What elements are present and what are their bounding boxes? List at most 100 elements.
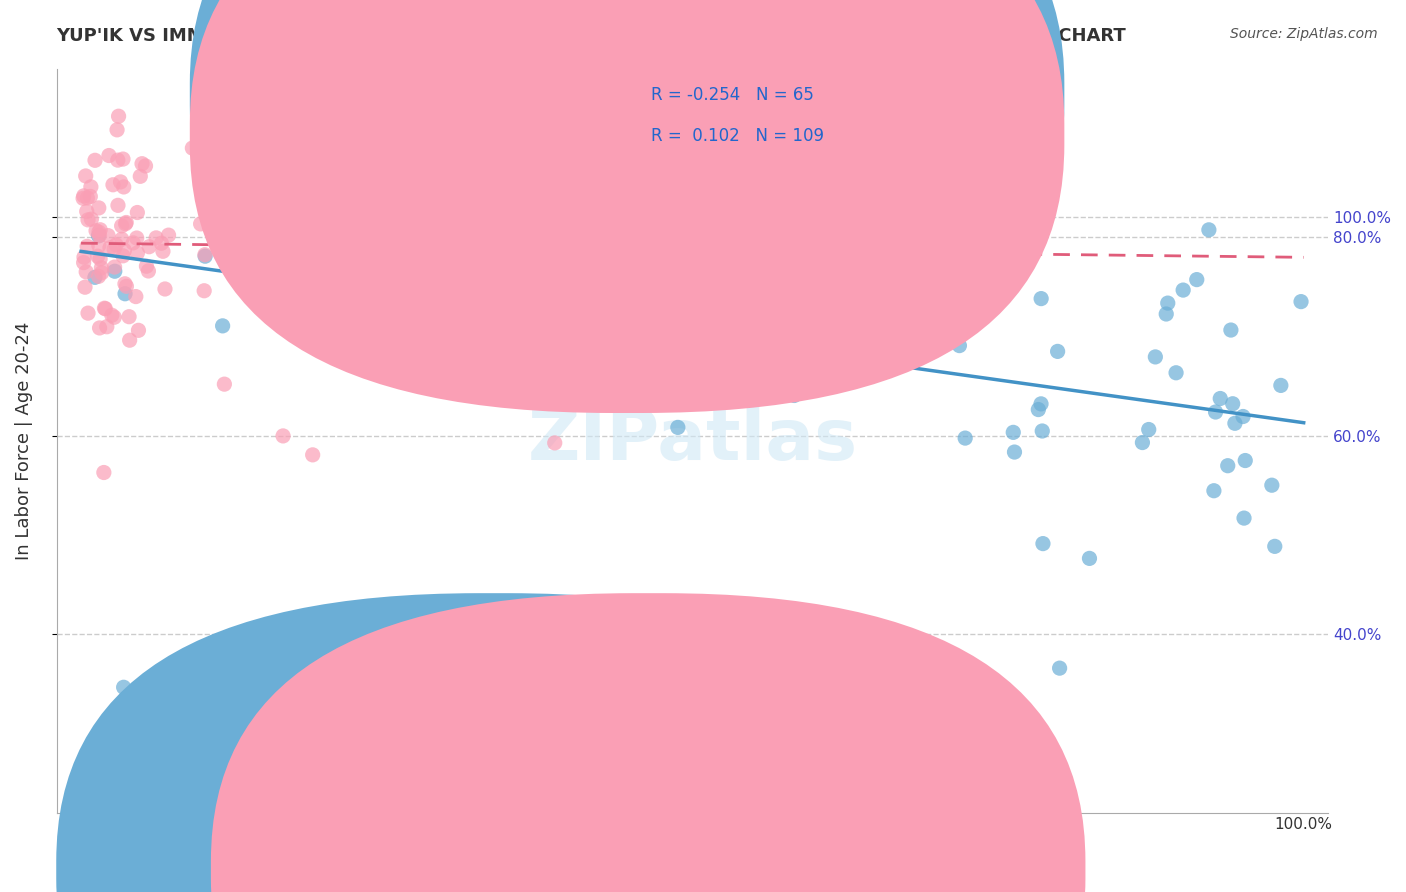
Yup'ik [329, 160, 352, 174]
Immigrants from Trinidad and Tobago [94, 301, 117, 316]
Immigrants from Trinidad and Tobago [89, 228, 111, 243]
Immigrants from Trinidad and Tobago [111, 249, 134, 263]
Immigrants from Trinidad and Tobago [103, 310, 125, 325]
Text: Immigrants from Trinidad and Tobago: Immigrants from Trinidad and Tobago [717, 861, 1026, 879]
Immigrants from Trinidad and Tobago [93, 466, 115, 480]
Immigrants from Trinidad and Tobago [134, 159, 156, 173]
Yup'ik [211, 318, 233, 333]
Yup'ik [870, 352, 893, 367]
Immigrants from Trinidad and Tobago [194, 248, 217, 262]
Immigrants from Trinidad and Tobago [531, 337, 554, 351]
Yup'ik [1132, 435, 1154, 450]
Yup'ik [783, 388, 806, 402]
Immigrants from Trinidad and Tobago [477, 155, 499, 169]
Immigrants from Trinidad and Tobago [73, 280, 96, 294]
Immigrants from Trinidad and Tobago [97, 148, 120, 162]
Text: Source: ZipAtlas.com: Source: ZipAtlas.com [1230, 27, 1378, 41]
Yup'ik [84, 270, 107, 285]
Text: R = -0.254   N = 65: R = -0.254 N = 65 [651, 87, 814, 104]
Yup'ik [1144, 350, 1167, 364]
Immigrants from Trinidad and Tobago [111, 152, 134, 166]
Immigrants from Trinidad and Tobago [87, 238, 110, 252]
Immigrants from Trinidad and Tobago [87, 225, 110, 239]
Immigrants from Trinidad and Tobago [89, 252, 111, 266]
Immigrants from Trinidad and Tobago [84, 153, 107, 168]
Immigrants from Trinidad and Tobago [129, 169, 152, 184]
Yup'ik [1137, 423, 1160, 437]
Yup'ik [412, 621, 434, 635]
Yup'ik [1004, 445, 1026, 459]
Immigrants from Trinidad and Tobago [181, 141, 204, 155]
Immigrants from Trinidad and Tobago [125, 231, 148, 245]
Immigrants from Trinidad and Tobago [576, 119, 599, 133]
Immigrants from Trinidad and Tobago [586, 257, 609, 271]
Yup'ik [1234, 453, 1257, 467]
Immigrants from Trinidad and Tobago [269, 235, 291, 250]
Immigrants from Trinidad and Tobago [75, 265, 97, 279]
Yup'ik [1223, 417, 1246, 431]
Immigrants from Trinidad and Tobago [150, 236, 173, 251]
Immigrants from Trinidad and Tobago [111, 219, 134, 233]
Yup'ik [824, 292, 846, 306]
Immigrants from Trinidad and Tobago [325, 219, 347, 233]
Yup'ik [1264, 540, 1286, 554]
Immigrants from Trinidad and Tobago [101, 308, 124, 322]
Immigrants from Trinidad and Tobago [89, 223, 111, 237]
Immigrants from Trinidad and Tobago [127, 205, 149, 219]
Immigrants from Trinidad and Tobago [107, 198, 129, 212]
Immigrants from Trinidad and Tobago [157, 228, 180, 243]
Yup'ik [1222, 397, 1244, 411]
Immigrants from Trinidad and Tobago [76, 204, 98, 219]
Yup'ik [1046, 344, 1069, 359]
Immigrants from Trinidad and Tobago [90, 266, 112, 280]
Yup'ik [1233, 511, 1256, 525]
Yup'ik [1031, 424, 1053, 438]
Immigrants from Trinidad and Tobago [654, 390, 676, 404]
Yup'ik [495, 133, 517, 147]
Immigrants from Trinidad and Tobago [122, 235, 145, 250]
Immigrants from Trinidad and Tobago [544, 436, 567, 450]
Immigrants from Trinidad and Tobago [260, 172, 283, 186]
Yup'ik [219, 134, 242, 148]
Yup'ik [1031, 292, 1053, 306]
Immigrants from Trinidad and Tobago [329, 270, 352, 285]
Text: R =  0.102   N = 109: R = 0.102 N = 109 [651, 127, 824, 145]
Immigrants from Trinidad and Tobago [73, 189, 96, 203]
Immigrants from Trinidad and Tobago [214, 377, 236, 392]
Yup'ik [754, 355, 776, 369]
Immigrants from Trinidad and Tobago [271, 429, 294, 443]
Immigrants from Trinidad and Tobago [87, 201, 110, 215]
Yup'ik [112, 680, 135, 694]
Immigrants from Trinidad and Tobago [112, 180, 135, 194]
Immigrants from Trinidad and Tobago [301, 448, 323, 462]
Immigrants from Trinidad and Tobago [350, 252, 373, 266]
Yup'ik [953, 431, 976, 445]
Yup'ik [1205, 405, 1227, 419]
Immigrants from Trinidad and Tobago [127, 323, 149, 337]
Yup'ik [104, 264, 127, 278]
Immigrants from Trinidad and Tobago [127, 246, 149, 260]
Immigrants from Trinidad and Tobago [72, 255, 94, 269]
Immigrants from Trinidad and Tobago [96, 319, 118, 334]
Immigrants from Trinidad and Tobago [87, 269, 110, 284]
Immigrants from Trinidad and Tobago [84, 224, 107, 238]
Immigrants from Trinidad and Tobago [107, 109, 129, 123]
Yup'ik [1202, 483, 1225, 498]
Immigrants from Trinidad and Tobago [73, 250, 96, 264]
Immigrants from Trinidad and Tobago [75, 169, 97, 183]
Immigrants from Trinidad and Tobago [90, 260, 112, 275]
Yup'ik [678, 194, 700, 209]
Immigrants from Trinidad and Tobago [115, 215, 138, 229]
Yup'ik [792, 333, 814, 347]
Immigrants from Trinidad and Tobago [89, 321, 111, 335]
Immigrants from Trinidad and Tobago [93, 301, 115, 316]
Yup'ik [1157, 296, 1180, 310]
Y-axis label: In Labor Force | Age 20-24: In Labor Force | Age 20-24 [15, 321, 32, 559]
Immigrants from Trinidad and Tobago [105, 123, 128, 137]
Immigrants from Trinidad and Tobago [104, 260, 127, 274]
Immigrants from Trinidad and Tobago [105, 238, 128, 252]
Yup'ik [1028, 402, 1050, 417]
Yup'ik [208, 220, 231, 235]
Immigrants from Trinidad and Tobago [115, 279, 138, 293]
Immigrants from Trinidad and Tobago [118, 333, 141, 347]
